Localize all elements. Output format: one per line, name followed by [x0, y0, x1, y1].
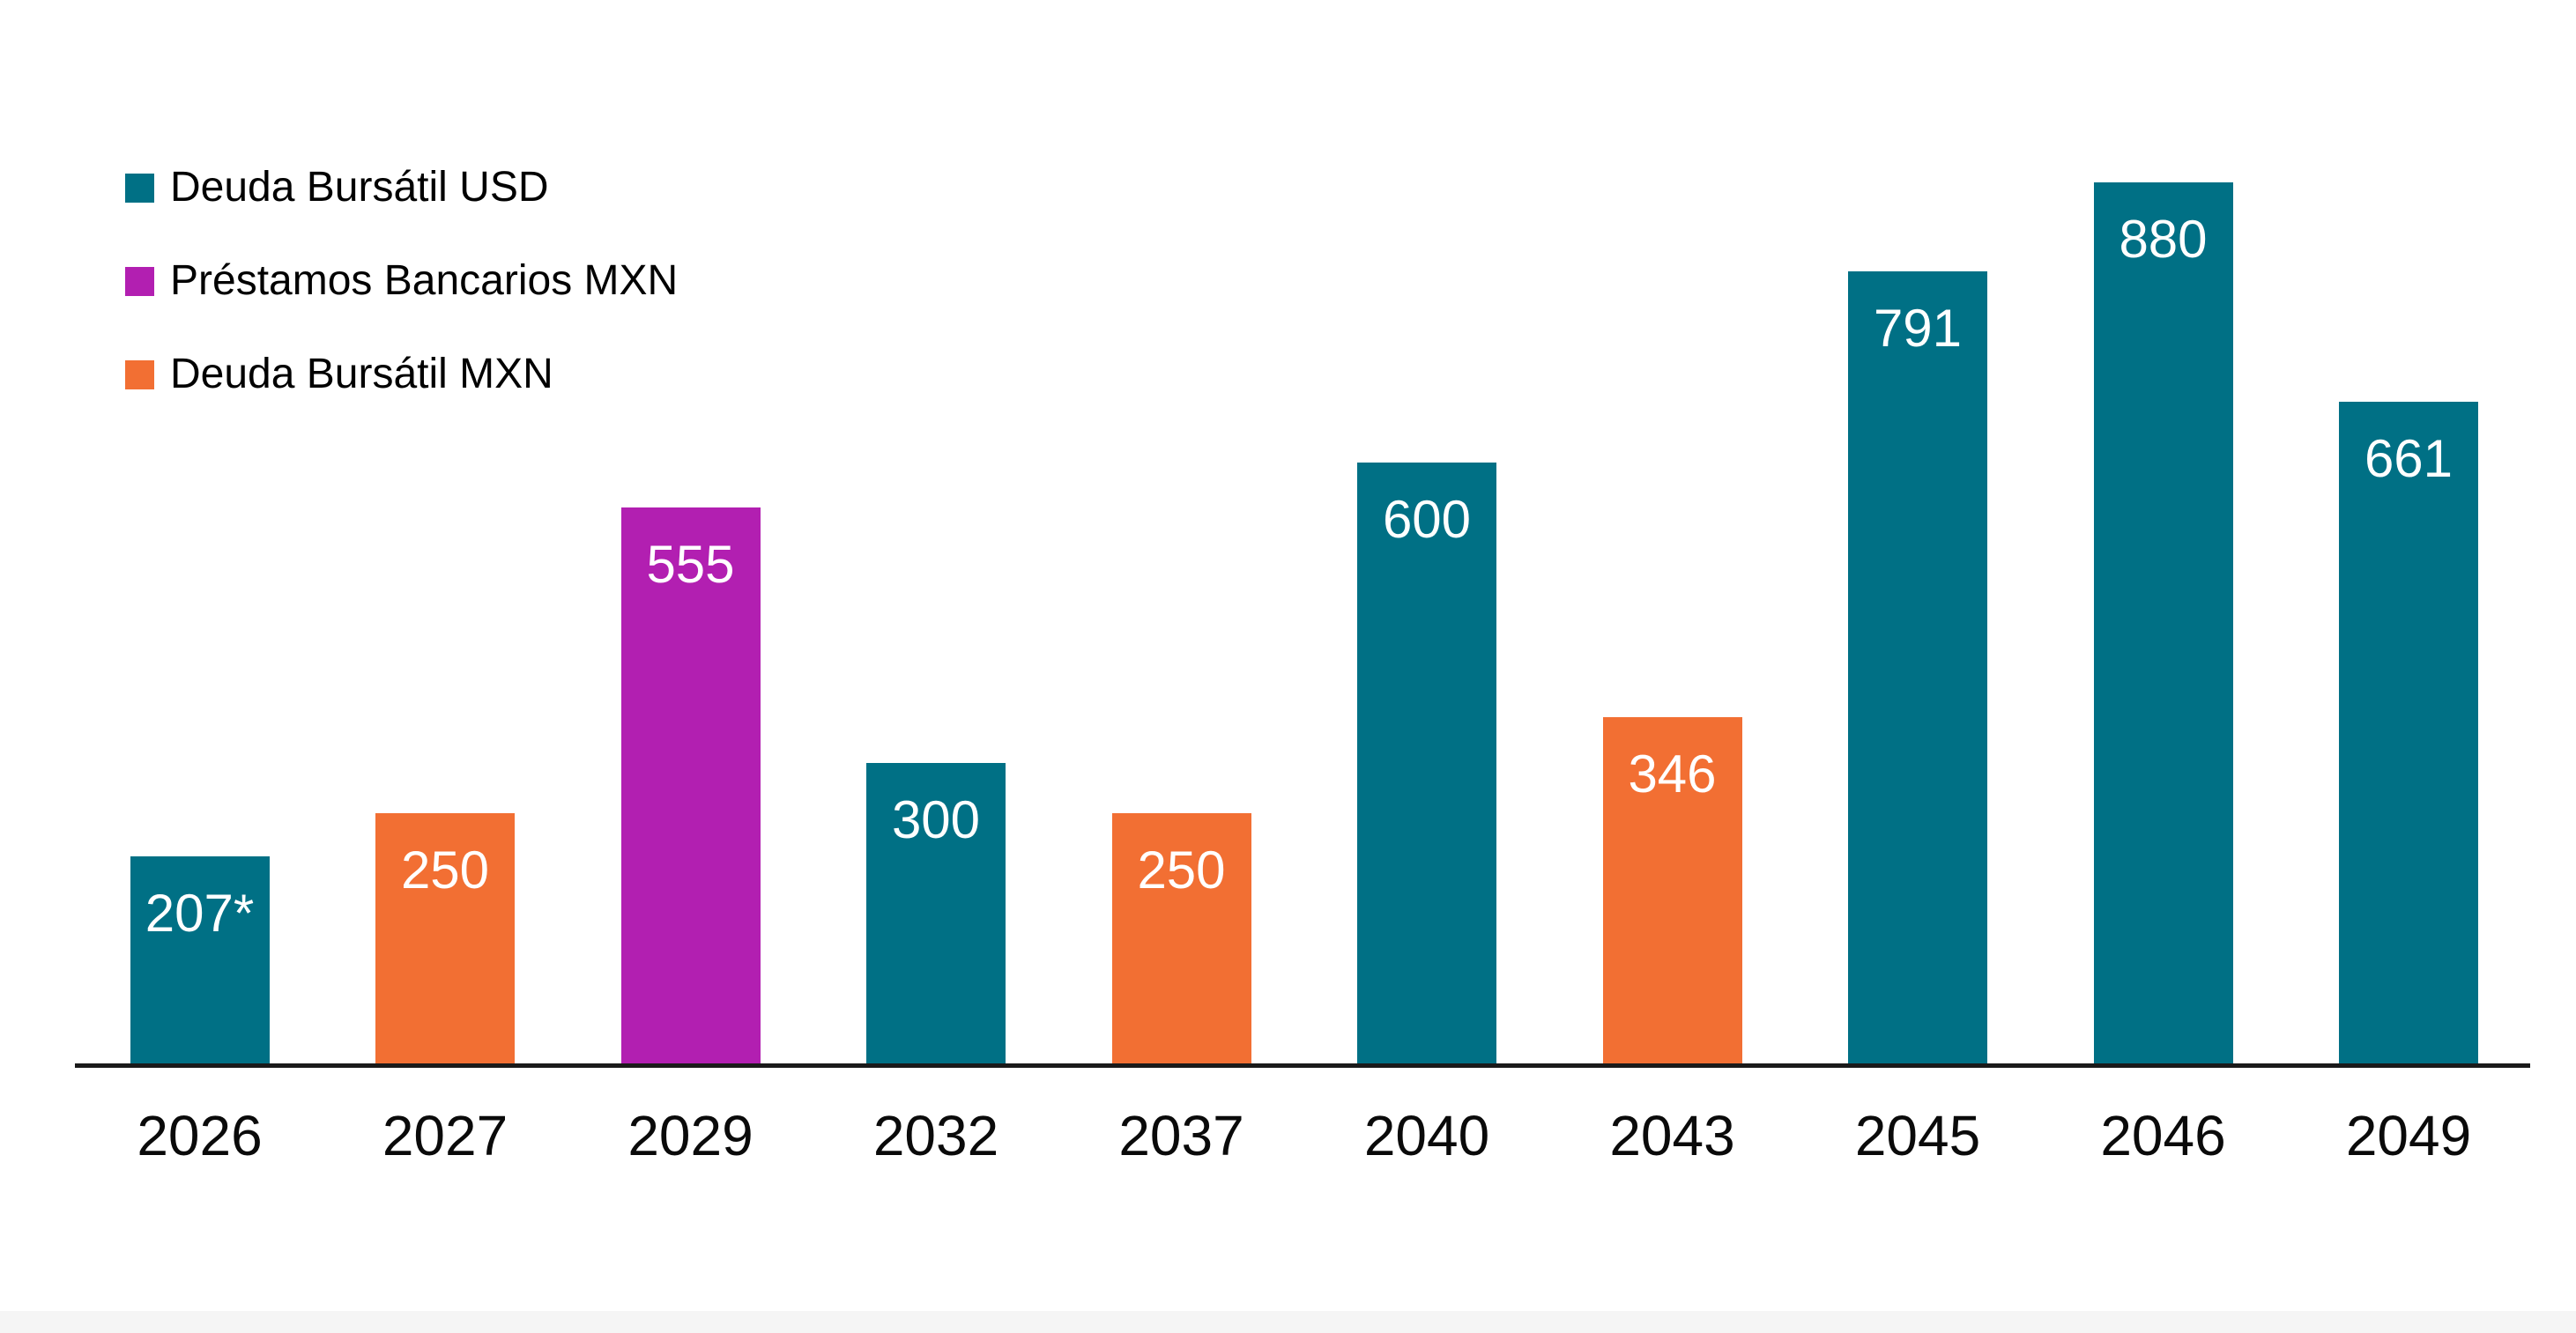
- bar-2049: 661: [2339, 402, 2478, 1063]
- x-axis-line: [75, 1063, 2530, 1068]
- bar-value-label: 661: [2364, 429, 2454, 488]
- x-axis-label-2027: 2027: [382, 1104, 509, 1167]
- bar-value-label: 791: [1873, 299, 1963, 358]
- legend-item: Deuda Bursátil USD: [125, 165, 678, 211]
- x-axis-label-2049: 2049: [2345, 1104, 2472, 1167]
- legend-label: Deuda Bursátil MXN: [170, 351, 553, 397]
- bar-2045: 791: [1848, 271, 1987, 1063]
- x-axis-label-2032: 2032: [872, 1104, 999, 1167]
- x-axis-label-2037: 2037: [1118, 1104, 1244, 1167]
- legend-swatch-icon: [125, 173, 154, 203]
- bar-value-label: 880: [2119, 210, 2208, 269]
- bar-2026: 207*: [130, 856, 270, 1063]
- x-axis-label-2029: 2029: [627, 1104, 753, 1167]
- legend-label: Préstamos Bancarios MXN: [170, 257, 679, 304]
- bar-value-label: 300: [891, 790, 981, 849]
- bar-value-label: 600: [1382, 490, 1472, 549]
- bar-value-label: 250: [400, 841, 490, 900]
- bar-2043: 346: [1602, 717, 1742, 1063]
- legend-item: Préstamos Bancarios MXN: [125, 258, 678, 304]
- bar-value-label: 346: [1628, 744, 1717, 804]
- bar-value-label: 207*: [145, 884, 255, 943]
- bar-2027: 250: [375, 813, 515, 1063]
- x-axis-label-2026: 2026: [137, 1104, 263, 1167]
- x-axis-label-2046: 2046: [2100, 1104, 2226, 1167]
- bar-2040: 600: [1357, 463, 1496, 1063]
- bar-value-label: 555: [646, 535, 735, 594]
- footer-strip: [0, 1311, 2576, 1333]
- bar-2032: 300: [866, 763, 1006, 1063]
- bar-2029: 555: [620, 507, 761, 1063]
- legend-swatch-icon: [125, 359, 154, 389]
- legend-swatch-icon: [125, 266, 154, 296]
- bar-2046: 880: [2093, 182, 2233, 1063]
- legend-label: Deuda Bursátil USD: [170, 164, 549, 211]
- x-axis-label-2043: 2043: [1609, 1104, 1735, 1167]
- bar-value-label: 250: [1137, 841, 1226, 900]
- chart-legend: Deuda Bursátil USD Préstamos Bancarios MX…: [125, 165, 678, 445]
- bar-2037: 250: [1111, 813, 1251, 1063]
- x-axis-label-2045: 2045: [1854, 1104, 1981, 1167]
- legend-item: Deuda Bursátil MXN: [125, 352, 678, 397]
- x-axis-label-2040: 2040: [1363, 1104, 1490, 1167]
